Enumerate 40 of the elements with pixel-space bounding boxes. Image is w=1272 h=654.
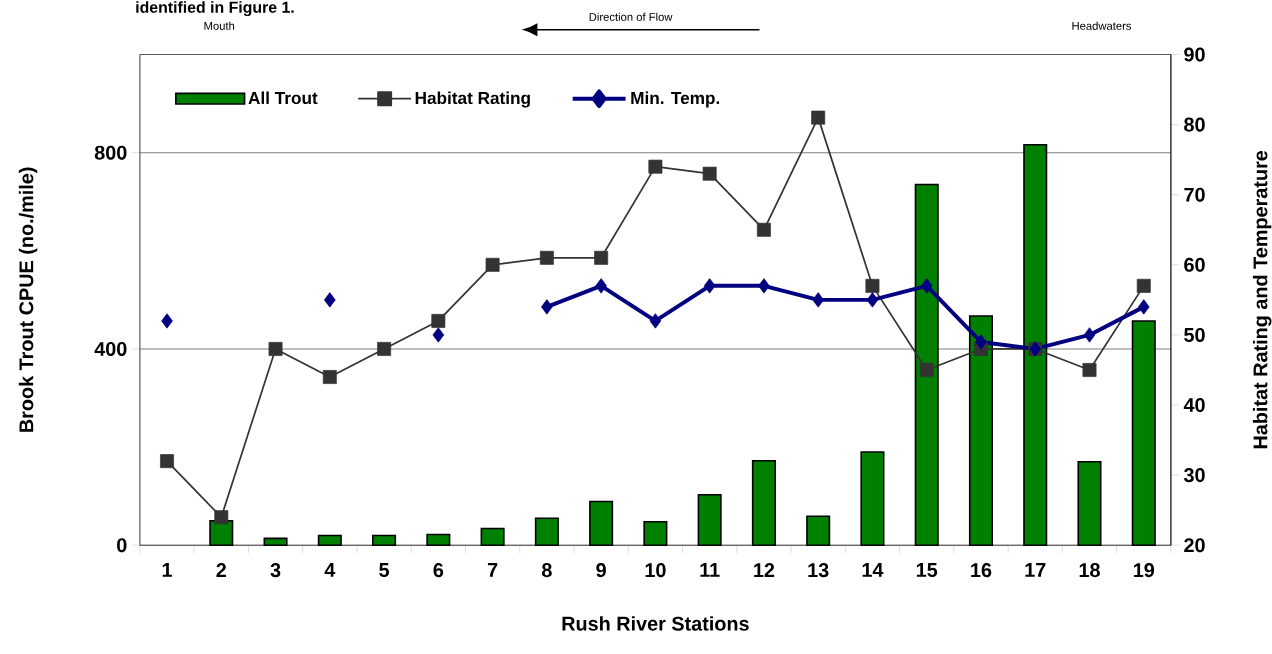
x-tick-label: 19 [1133, 562, 1155, 578]
x-tick-label: 4 [324, 562, 336, 577]
x-tick-label: 6 [433, 562, 444, 578]
x-tick-label: 18 [1079, 562, 1100, 578]
y2-tick-label: 70 [1184, 187, 1205, 202]
text: Mouth [204, 21, 235, 30]
x-tick-label: 13 [808, 562, 829, 578]
y2-tick-label: 20 [1184, 538, 1205, 553]
y2-tick-label: 40 [1183, 397, 1205, 412]
text: Headwaters [1072, 21, 1132, 30]
x-tick-label: 1 [162, 562, 172, 577]
legend-label: All Trout [248, 91, 318, 104]
x-tick-label: 8 [541, 562, 552, 578]
x-tick-label: 3 [270, 562, 281, 578]
y2-tick-label: 60 [1184, 257, 1205, 272]
x-tick-label: 11 [700, 562, 720, 577]
y2-tick-label: 80 [1184, 117, 1205, 132]
x-tick-label: 2 [216, 562, 226, 577]
x-tick-label: 10 [645, 562, 666, 578]
y2-tick-label: 50 [1184, 327, 1205, 342]
x-tick-label: 17 [1025, 562, 1046, 577]
text: Direction of Flow [589, 12, 673, 21]
x-tick-label: 5 [379, 562, 390, 577]
x-tick-label: 14 [862, 562, 884, 577]
x-tick-label: 7 [487, 562, 498, 577]
legend-label: Habitat Rating [415, 91, 530, 108]
y-tick-label: 800 [94, 145, 127, 160]
legend-label: Min. Temp. [631, 91, 720, 108]
x-tick-label: 9 [596, 562, 606, 578]
y-axis-title: Brook Trout CPUE (no./mile) [18, 167, 38, 432]
y-tick-label: 0 [117, 538, 127, 553]
x-tick-label: 12 [754, 562, 775, 577]
chart-title: identified in Figure 1. [136, 1, 294, 16]
y2-axis-title: Habitat Rating and Temperature [1252, 150, 1272, 449]
y2-tick-label: 30 [1183, 467, 1205, 483]
y2-tick-label: 90 [1184, 47, 1205, 62]
x-tick-label: 15 [916, 562, 938, 577]
x-axis-title: Rush River Stations [562, 616, 749, 631]
x-tick-label: 16 [971, 562, 992, 578]
y-tick-label: 400 [94, 341, 127, 356]
